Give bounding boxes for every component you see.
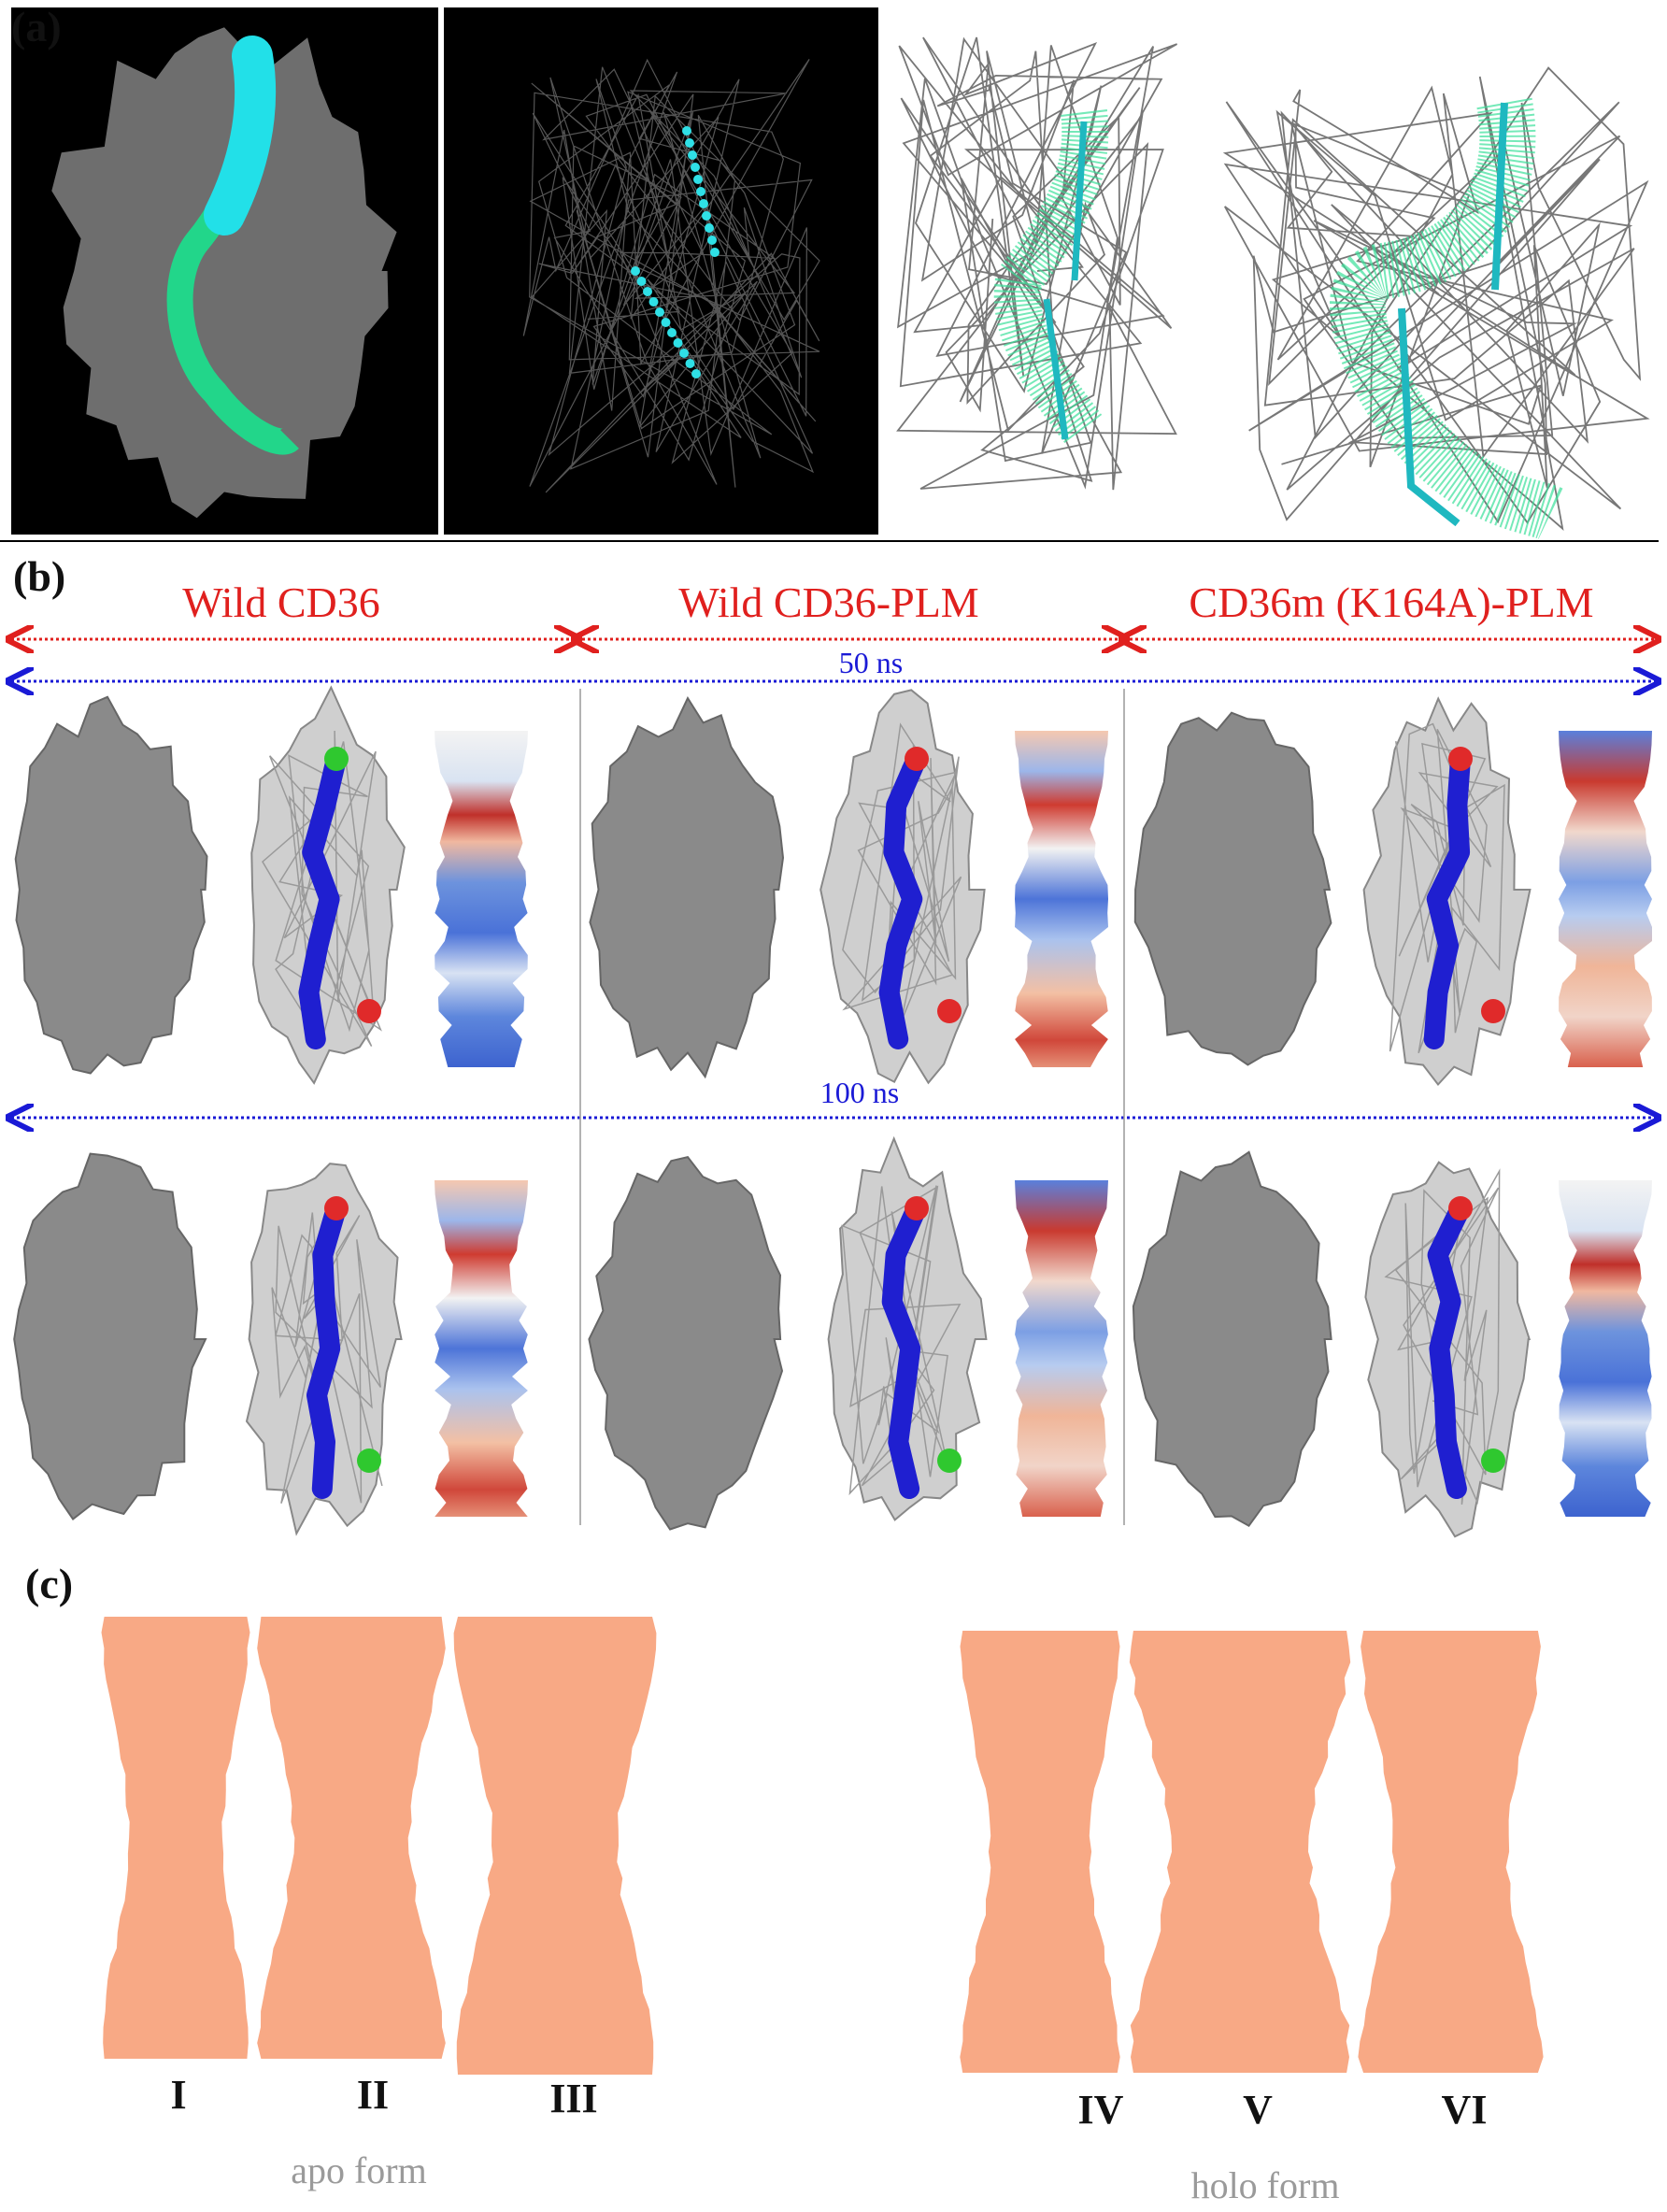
column-title: Wild CD36 — [182, 578, 380, 626]
tunnel-end — [357, 1449, 381, 1473]
group-label: apo form — [291, 2149, 427, 2191]
profile-label: IV — [1078, 2087, 1124, 2133]
protein-surface — [1132, 1150, 1332, 1528]
tunnel-end — [324, 1196, 349, 1220]
row-title: 100 ns — [820, 1076, 899, 1109]
pore-profile — [960, 1631, 1120, 2073]
tunnel-end — [905, 1196, 929, 1220]
ligand-atom — [702, 211, 711, 221]
tunnel — [1423, 749, 1471, 1049]
protein-surface — [589, 696, 785, 1079]
panel-label: (c) — [25, 1560, 73, 1607]
pore-profile — [257, 1617, 446, 2059]
ligand-atom — [673, 338, 683, 348]
ligand-atom — [699, 199, 708, 208]
radius-profile — [435, 731, 528, 1067]
tunnel-end — [1448, 747, 1473, 771]
protein-cartoon — [51, 27, 397, 519]
ligand-atom — [679, 349, 689, 358]
radius-profile — [435, 1180, 528, 1517]
backbone — [896, 36, 1178, 491]
ligand-atom — [636, 277, 647, 286]
decorations — [0, 7, 1659, 2075]
ligand-atom — [685, 138, 694, 148]
ligand — [1043, 121, 1088, 440]
ligand-atom — [661, 318, 671, 327]
radius-profile — [1559, 731, 1652, 1067]
panel-label: (b) — [13, 552, 65, 600]
ligand-atom — [691, 369, 701, 378]
radius-profile — [1559, 1180, 1652, 1517]
protein-surface — [13, 1152, 207, 1520]
tunnel — [298, 749, 347, 1049]
tunnel-end — [937, 999, 962, 1023]
column-title: Wild CD36-PLM — [678, 578, 978, 626]
ligand-atom — [710, 248, 720, 257]
tunnel — [204, 36, 277, 235]
pore-profile — [101, 1617, 250, 2059]
ligand-atom — [643, 287, 652, 296]
backbone — [271, 1212, 383, 1504]
backbone — [262, 730, 382, 1047]
ligand-atom — [707, 235, 717, 245]
ligand-atom — [696, 187, 705, 196]
ligand-atom — [631, 266, 640, 276]
tunnel-end — [324, 747, 349, 771]
tunnel-end — [905, 747, 929, 771]
pore-profile — [1358, 1631, 1544, 2073]
ligand-atom — [693, 175, 703, 184]
profile-label: II — [357, 2072, 389, 2118]
profile-label: I — [170, 2072, 186, 2118]
ligand-atom — [655, 307, 664, 317]
tunnel — [878, 749, 927, 1049]
protein-surface — [1133, 711, 1332, 1066]
tunnel-end — [1448, 1196, 1473, 1220]
tunnel-end — [1481, 1449, 1505, 1473]
group-label: holo form — [1191, 2164, 1340, 2206]
tunnel — [881, 1198, 927, 1499]
backbone — [522, 58, 820, 493]
tunnel-end — [937, 1449, 962, 1473]
tunnel-end — [1481, 999, 1505, 1023]
ligand-atom — [705, 223, 714, 233]
radius-profile — [1015, 731, 1108, 1067]
ligand-atom — [685, 359, 695, 368]
ligand-atom — [688, 150, 697, 160]
tunnel — [1427, 1198, 1471, 1499]
ligand — [1398, 102, 1508, 527]
radius-profile — [1015, 1180, 1108, 1517]
ligand-atom — [691, 163, 700, 172]
profile-label: V — [1243, 2087, 1273, 2133]
pore-profile — [1129, 1631, 1351, 2073]
protein-surface — [588, 1155, 784, 1531]
tunnel-end — [357, 999, 381, 1023]
pore-profile — [453, 1617, 657, 2075]
tunnel-mesh — [1330, 97, 1564, 540]
panel-label: (a) — [11, 3, 62, 50]
tunnel — [306, 1198, 347, 1499]
ligand-atom — [648, 297, 659, 307]
protein-surface — [14, 695, 208, 1075]
backbone — [1389, 722, 1505, 1054]
column-title: CD36m (K164A)-PLM — [1189, 578, 1593, 626]
profile-label: VI — [1442, 2087, 1488, 2133]
row-title: 50 ns — [839, 646, 903, 679]
ligand-atom — [682, 126, 691, 136]
ligand-atom — [667, 328, 677, 337]
profile-label: III — [549, 2076, 597, 2121]
